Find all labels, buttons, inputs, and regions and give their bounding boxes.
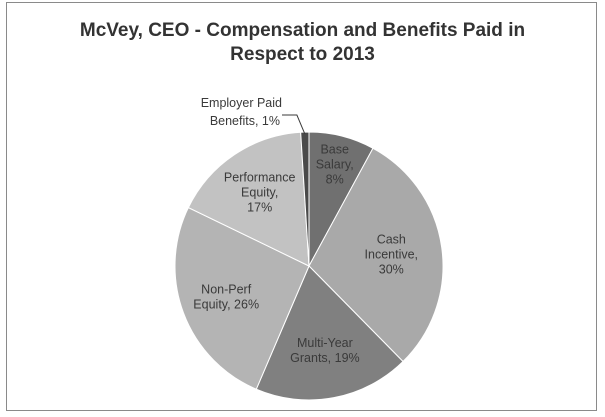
slice-label-performance-equity: Performance Equity, 17% xyxy=(224,171,296,215)
pie-slice-employer-paid-benefits xyxy=(300,131,310,267)
slice-label-employer-paid-benefits: Employer Paid Benefits, 1% xyxy=(201,96,282,128)
chart-title-line-1: McVey, CEO - Compensation and Benefits P… xyxy=(79,20,526,41)
chart-title: McVey, CEO - Compensation and Benefits P… xyxy=(7,19,598,67)
leader-line-employer-paid-benefits xyxy=(282,114,306,135)
slice-label-base-salary: Base Salary, 8% xyxy=(316,143,354,187)
pie-labels: Base Salary, 8% Cash Incentive, 30% Multi-Year… xyxy=(193,96,418,365)
pie-slice-cash-incentive xyxy=(308,147,444,363)
slice-label-multi-year-grants: Multi-Year Grants, 19% xyxy=(290,336,359,365)
pie-slice-multi-year-grants xyxy=(255,265,404,401)
pie-slice-non-perf-equity xyxy=(174,206,310,390)
pie-chart: Base Salary, 8% Cash Incentive, 30% Multi-Year… xyxy=(174,96,444,401)
slice-label-cash-incentive: Cash Incentive, 30% xyxy=(365,232,419,276)
pie-slice-performance-equity xyxy=(187,131,310,267)
pie-slices xyxy=(174,131,444,401)
slice-label-non-perf-equity: Non-Perf Equity, 26% xyxy=(193,283,259,312)
chart-frame: McVey, CEO - Compensation and Benefits P… xyxy=(6,2,597,411)
chart-title-line-2: Respect to 2013 xyxy=(230,44,375,65)
